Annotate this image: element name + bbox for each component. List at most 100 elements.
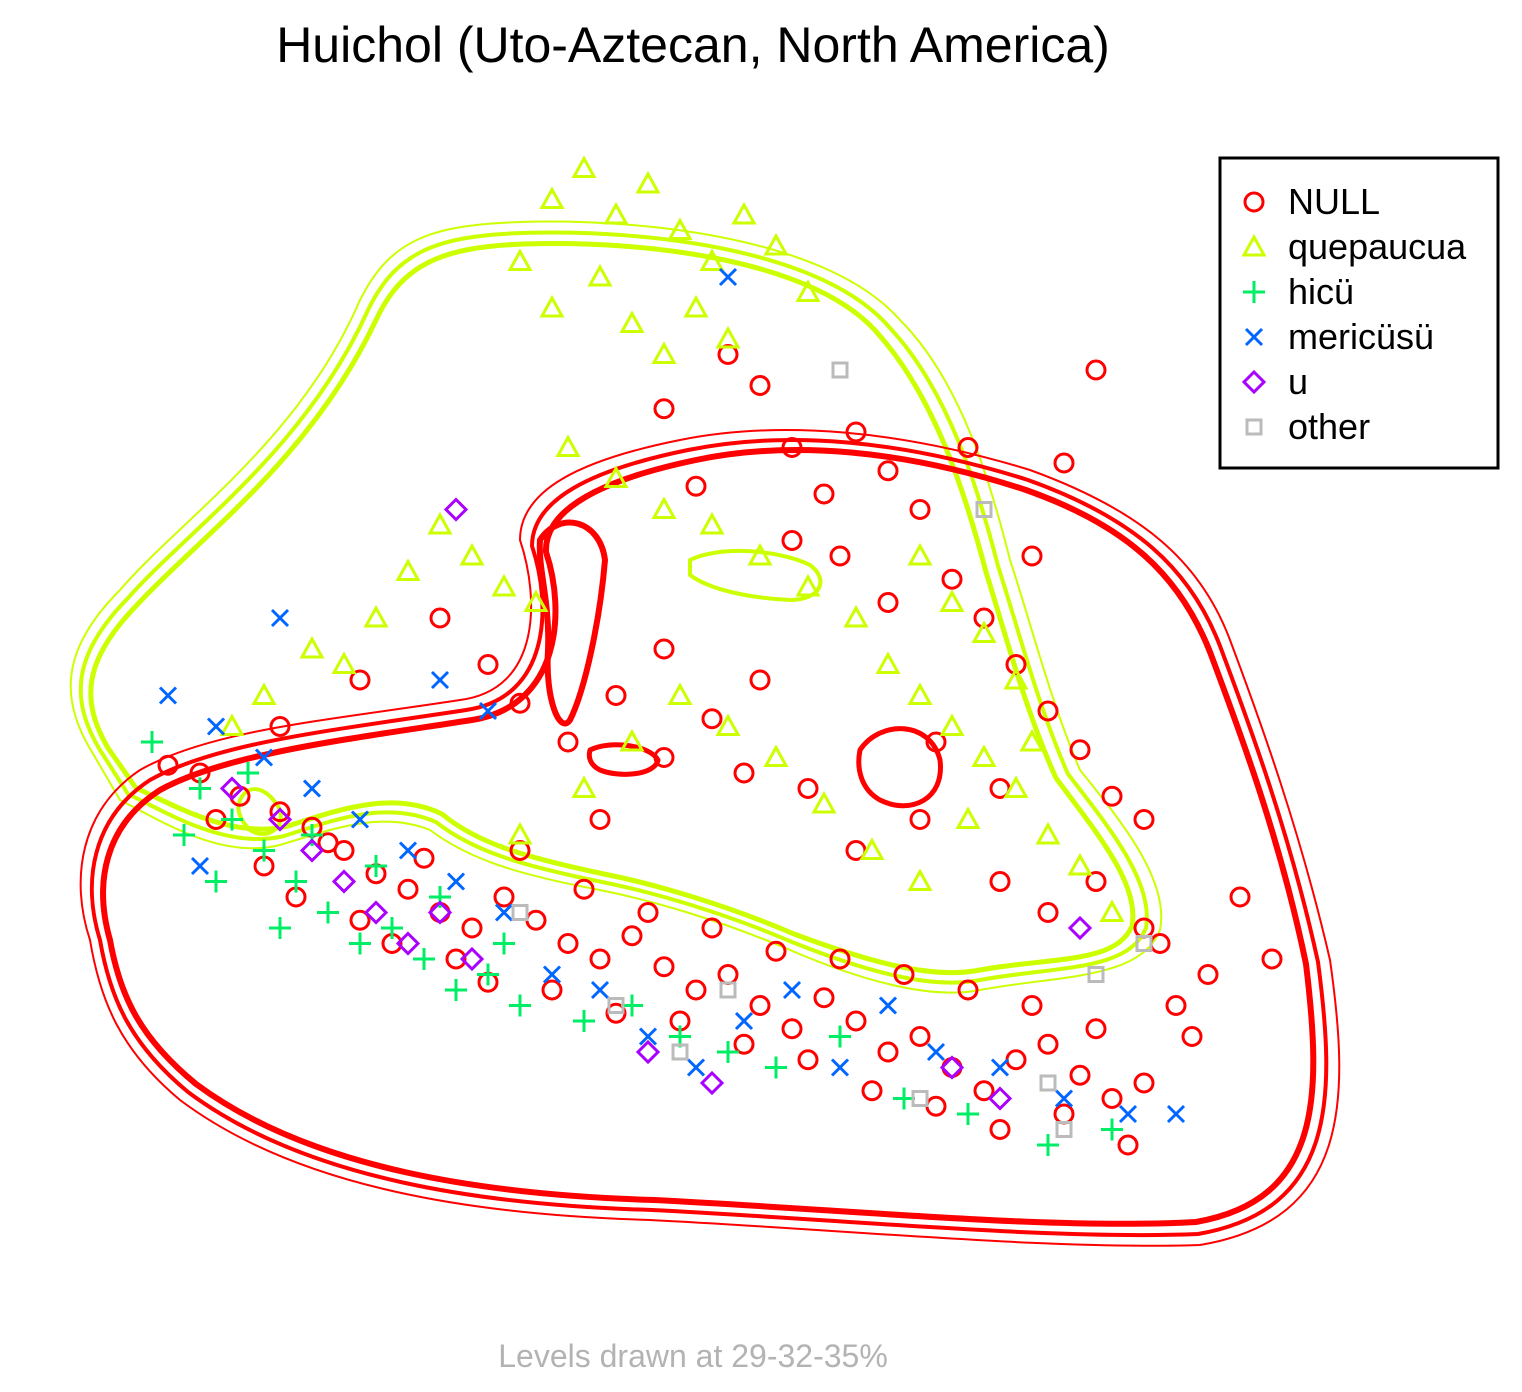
data-point-null [1005,654,1027,675]
data-point-hicu [717,1041,739,1063]
data-point-quepaucua [395,558,421,581]
data-point-mericusu [718,267,738,287]
contour-quepaucua [69,220,1163,994]
data-point-hicu [829,1025,851,1048]
data-point-other [1039,1074,1057,1092]
data-point-quepaucua [507,821,533,845]
data-point-quepaucua [331,651,357,674]
data-point-quepaucua [939,589,965,612]
legend-marker-null [1243,191,1265,213]
data-point-quepaucua [667,682,693,705]
data-point-other [831,361,849,379]
data-point-hicu [573,1010,595,1032]
data-point-null [749,669,771,691]
data-point-mericusu [1118,1104,1138,1124]
data-point-other [511,904,529,921]
data-point-null [925,731,947,753]
data-point-null [1053,1103,1075,1125]
data-point-quepaucua [715,713,741,736]
data-point-null [877,592,899,613]
data-point-mericusu [350,810,370,829]
data-point-hicu [237,762,259,784]
data-point-null [653,747,675,768]
data-point-hicu [381,917,403,939]
data-point-quepaucua [603,465,629,488]
data-point-quepaucua [571,155,597,178]
data-point-quepaucua [1035,821,1061,845]
data-point-mericusu [270,608,290,628]
data-point-null [605,685,627,706]
data-point-null [941,1057,963,1078]
data-point-other [1055,1121,1073,1138]
data-point-other [975,501,993,518]
data-point-hicu [365,855,387,877]
data-point-mericusu [990,1058,1010,1077]
data-point-quepaucua [763,744,789,767]
data-point-quepaucua [219,713,245,736]
data-point-hicu [269,917,291,939]
data-point-u [1067,915,1093,941]
contour-quepaucua-inner [88,241,1136,976]
data-point-quepaucua [619,728,645,752]
data-point-u [299,838,325,863]
data-point-quepaucua [971,744,997,767]
data-point-null [877,1041,899,1063]
data-point-null [269,801,291,823]
data-point-quepaucua [955,806,981,829]
data-point-mericusu [446,872,466,891]
contour-quepaucua-island-2 [236,787,283,836]
contour-null-hole [536,519,608,727]
data-point-null [557,933,579,954]
data-point-null [1181,1026,1203,1047]
data-point-other [671,1043,689,1061]
data-point-hicu [349,932,371,955]
data-point-mericusu [590,980,610,1000]
data-point-hicu [285,870,307,893]
data-point-hicu [765,1056,787,1079]
data-point-null [973,1080,995,1102]
data-point-quepaucua [619,310,645,333]
data-point-null [1101,785,1123,807]
data-point-u [395,931,421,956]
data-point-null [781,530,803,551]
data-point-quepaucua [859,837,885,860]
data-point-hicu [253,839,275,862]
data-point-null [509,692,531,714]
data-point-quepaucua [795,279,821,302]
data-point-quepaucua [651,341,677,364]
data-point-quepaucua [427,511,453,535]
data-point-null [1053,452,1075,474]
data-point-null [429,607,451,629]
data-point-mericusu [878,996,898,1015]
legend-marker-other [1245,418,1263,436]
legend-box [1218,156,1500,470]
data-point-null [685,475,707,497]
data-point-null [413,847,435,869]
data-point-quepaucua [507,248,533,271]
data-point-null [653,638,675,660]
data-point-mericusu [190,856,210,876]
data-point-mericusu [1166,1104,1186,1124]
data-point-null [1037,1033,1059,1055]
data-point-quepaucua [1067,852,1093,876]
data-point-quepaucua [971,620,997,643]
data-point-quepaucua [907,682,933,705]
data-point-mericusu [734,1011,754,1031]
data-point-quepaucua [251,682,277,705]
data-point-null [861,1080,883,1102]
data-point-hicu [141,731,163,753]
density-contours [69,220,1341,1247]
chart-title: Huichol (Uto-Aztecan, North America) [276,17,1110,73]
data-point-quepaucua [1099,899,1125,922]
data-point-quepaucua [1003,775,1029,798]
data-point-u [363,900,389,925]
data-point-quepaucua [795,573,821,597]
data-point-hicu [957,1103,979,1125]
data-point-quepaucua [907,542,933,566]
data-point-null [781,437,803,458]
data-point-u [987,1086,1013,1111]
data-point-quepaucua [363,604,389,628]
data-point-mericusu [542,965,562,984]
data-point-u [443,497,469,522]
